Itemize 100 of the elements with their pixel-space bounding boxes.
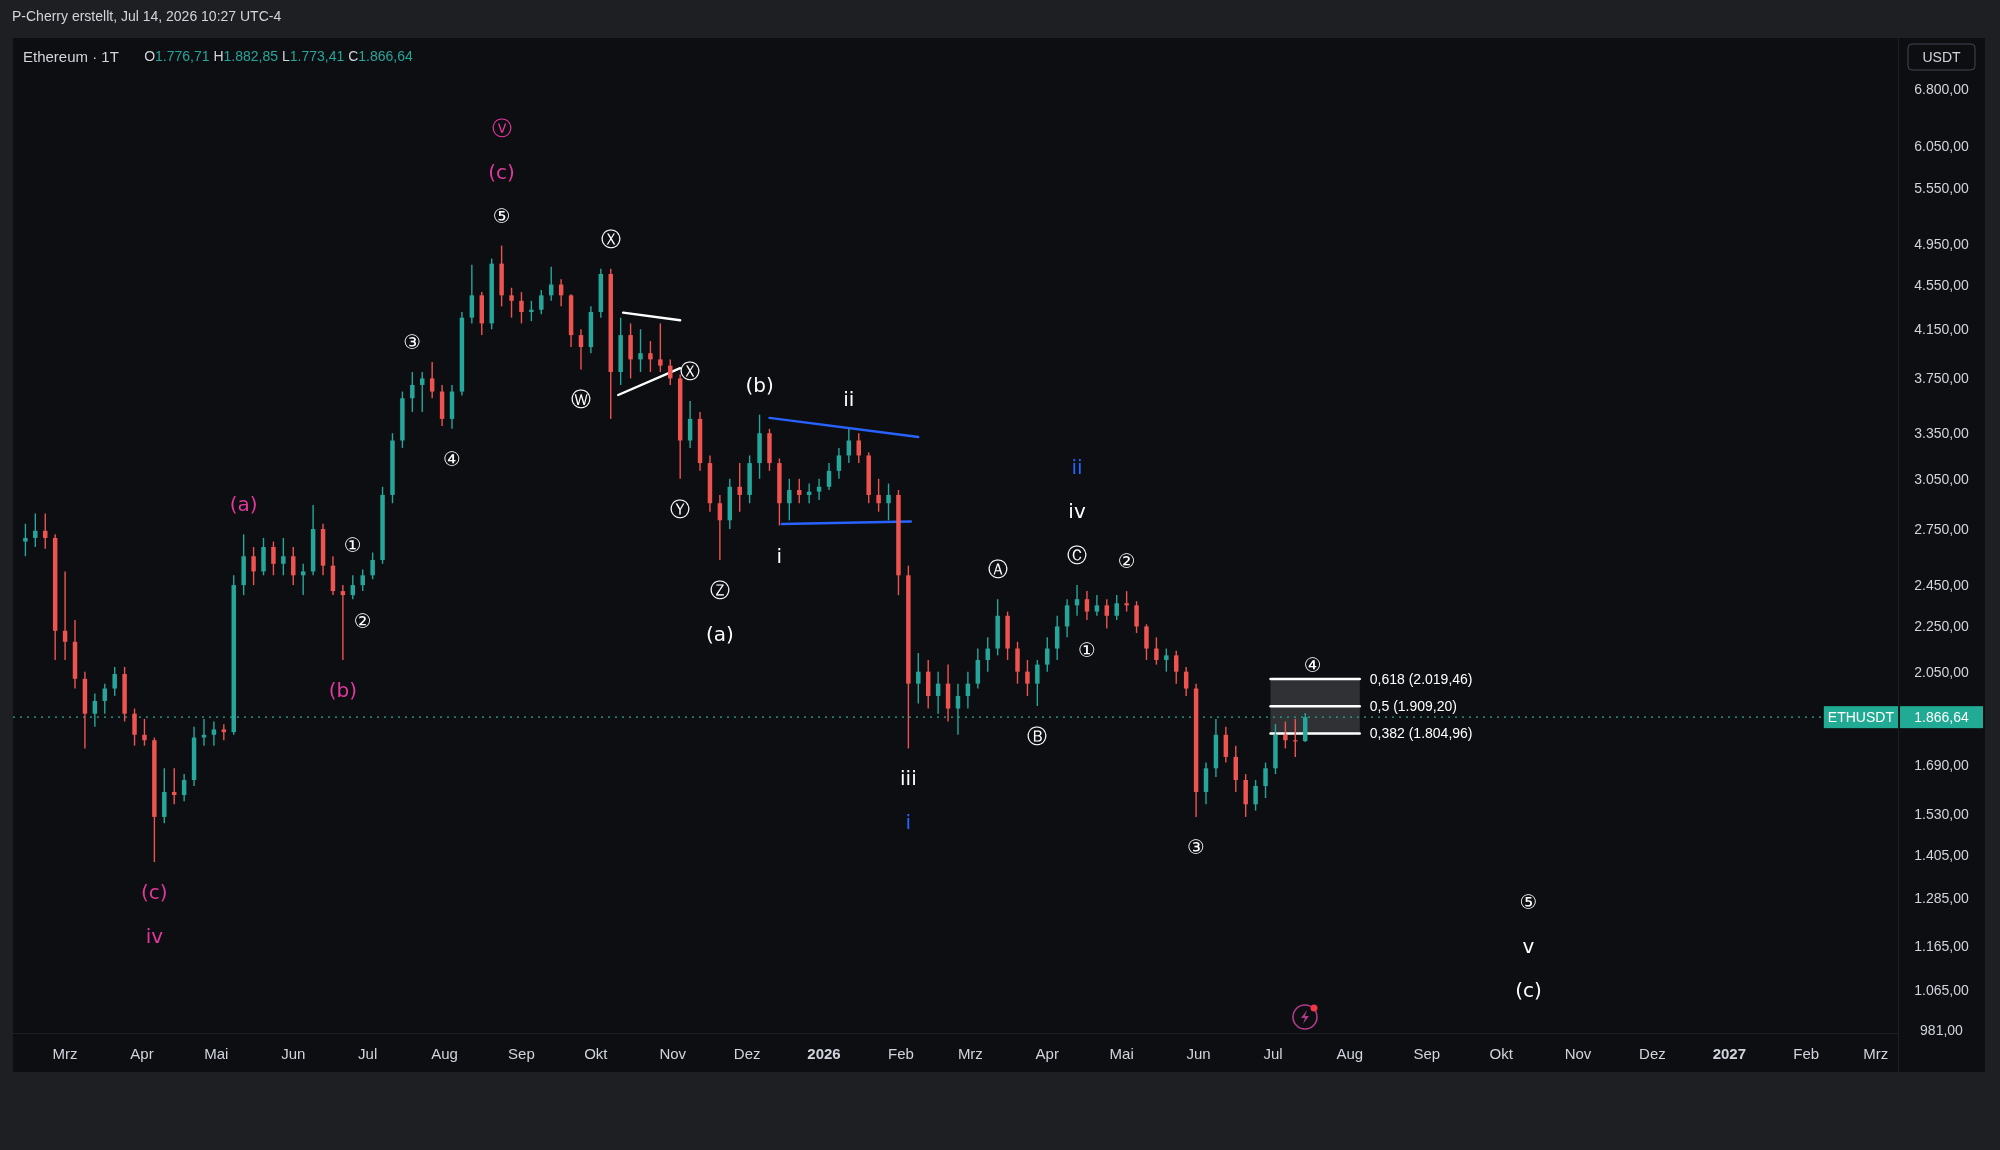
candlestick bbox=[658, 322, 663, 373]
y-tick-label: 1.530,00 bbox=[1914, 805, 1969, 822]
y-tick-label: 1.165,00 bbox=[1914, 938, 1969, 955]
text: Ethereum · 1T bbox=[23, 47, 119, 65]
candlestick bbox=[1054, 615, 1060, 661]
annotation: ② bbox=[1117, 549, 1136, 574]
candlestick bbox=[1203, 761, 1209, 805]
candlestick bbox=[1144, 623, 1149, 661]
x-tick-label: Sep bbox=[508, 1044, 535, 1062]
candlestick bbox=[797, 478, 802, 504]
annotation: v bbox=[1522, 933, 1535, 958]
candlestick bbox=[300, 563, 306, 596]
annotation: ⓥ bbox=[491, 115, 512, 140]
x-tick-label: Mai bbox=[1109, 1044, 1134, 1062]
candlestick bbox=[420, 371, 425, 413]
y-tick-label: 2.450,00 bbox=[1914, 577, 1969, 594]
candlestick bbox=[1164, 647, 1169, 673]
y-tick-label: 1.065,00 bbox=[1914, 981, 1969, 998]
y-tick-label: 1.690,00 bbox=[1914, 757, 1969, 774]
annotation: iii bbox=[900, 766, 917, 791]
candlestick bbox=[1015, 641, 1020, 685]
x-tick-label: Jun bbox=[281, 1044, 306, 1062]
candlestick bbox=[469, 263, 475, 325]
y-tick-label: 1.866,64 bbox=[1914, 709, 1969, 726]
x-tick-label: Okt bbox=[1489, 1044, 1514, 1062]
x-tick-label: Aug bbox=[431, 1044, 458, 1062]
annotation: ii bbox=[843, 386, 855, 411]
x-tick-label: 2027 bbox=[1712, 1044, 1747, 1062]
candlestick bbox=[1263, 761, 1268, 799]
candlestick bbox=[816, 478, 822, 501]
annotation: (b) bbox=[745, 372, 774, 397]
candlestick bbox=[846, 428, 852, 464]
y-tick-label: 4.150,00 bbox=[1914, 321, 1969, 338]
x-tick-label: Apr bbox=[1035, 1044, 1059, 1062]
candlestick bbox=[1104, 598, 1110, 630]
annotation: (c) bbox=[488, 159, 515, 184]
annotation: ④ bbox=[443, 446, 461, 471]
y-tick-label: 6.800,00 bbox=[1914, 81, 1969, 98]
annotation: ⑤ bbox=[1519, 889, 1538, 914]
y-tick-label: 2.250,00 bbox=[1914, 618, 1969, 635]
candlestick bbox=[836, 447, 842, 480]
candlestick bbox=[509, 287, 514, 319]
candlestick bbox=[638, 328, 643, 373]
candlestick bbox=[1094, 594, 1100, 617]
candlestick bbox=[23, 523, 28, 557]
candlestick bbox=[787, 478, 792, 521]
annotation: ③ bbox=[403, 330, 422, 354]
candlestick bbox=[291, 546, 296, 586]
candlestick bbox=[886, 482, 891, 521]
candlestick bbox=[1025, 659, 1030, 697]
candlestick bbox=[529, 300, 534, 322]
annotation: (c) bbox=[1515, 977, 1542, 1002]
candlestick bbox=[826, 462, 832, 491]
annotation: iv bbox=[145, 924, 164, 949]
candlestick bbox=[1183, 666, 1189, 697]
candlestick bbox=[1084, 590, 1090, 621]
candlestick bbox=[251, 546, 256, 586]
annotation: Ⓧ bbox=[600, 226, 621, 251]
annotation: (c) bbox=[141, 880, 168, 905]
annotation: Ⓦ bbox=[570, 387, 591, 412]
annotation: i bbox=[905, 810, 912, 835]
candlestick bbox=[142, 718, 147, 747]
candlestick bbox=[271, 540, 276, 576]
annotation: Ⓒ bbox=[1067, 543, 1088, 568]
annotation: ② bbox=[353, 609, 372, 634]
x-tick-label: Feb bbox=[888, 1044, 914, 1062]
candlestick bbox=[1174, 650, 1179, 685]
y-tick-label: 1.285,00 bbox=[1914, 890, 1969, 907]
y-tick-label: 2.050,00 bbox=[1914, 663, 1969, 680]
x-tick-label: Mai bbox=[204, 1044, 229, 1062]
x-tick-label: Nov bbox=[1564, 1044, 1592, 1062]
series-label: 0,382 (1.804,96) bbox=[1369, 725, 1473, 742]
series-label: 0,618 (2.019,46) bbox=[1369, 670, 1473, 687]
annotation: iv bbox=[1068, 499, 1086, 524]
annotation: (b) bbox=[328, 677, 358, 702]
candlestick bbox=[112, 666, 117, 697]
annotation: i bbox=[776, 543, 783, 568]
y-tick-label: 4.950,00 bbox=[1914, 235, 1969, 252]
candlestick bbox=[181, 773, 187, 802]
candlestick bbox=[876, 478, 881, 513]
candlestick bbox=[856, 432, 861, 464]
candlestick bbox=[33, 512, 38, 548]
x-tick-label: Jun bbox=[1186, 1044, 1211, 1062]
x-tick-label: Nov bbox=[659, 1044, 687, 1062]
candlestick bbox=[1114, 594, 1119, 621]
x-tick-label: Mrz bbox=[957, 1044, 983, 1062]
annotation: (a) bbox=[705, 622, 734, 647]
x-tick-label: Sep bbox=[1413, 1044, 1441, 1062]
y-tick-label: 1.405,00 bbox=[1914, 847, 1969, 864]
y-tick-label: 5.550,00 bbox=[1914, 180, 1969, 197]
candlestick bbox=[1253, 779, 1258, 812]
candlestick bbox=[370, 551, 375, 580]
x-tick-label: Jul bbox=[1263, 1044, 1283, 1062]
x-tick-label: Jul bbox=[358, 1044, 378, 1062]
annotation: Ⓩ bbox=[709, 578, 730, 603]
candlestick bbox=[221, 723, 227, 741]
x-tick-label: Apr bbox=[130, 1044, 154, 1062]
candlestick bbox=[281, 537, 286, 576]
y-tick-label: 3.750,00 bbox=[1914, 370, 1969, 387]
y-tick-label: 3.050,00 bbox=[1914, 470, 1969, 487]
